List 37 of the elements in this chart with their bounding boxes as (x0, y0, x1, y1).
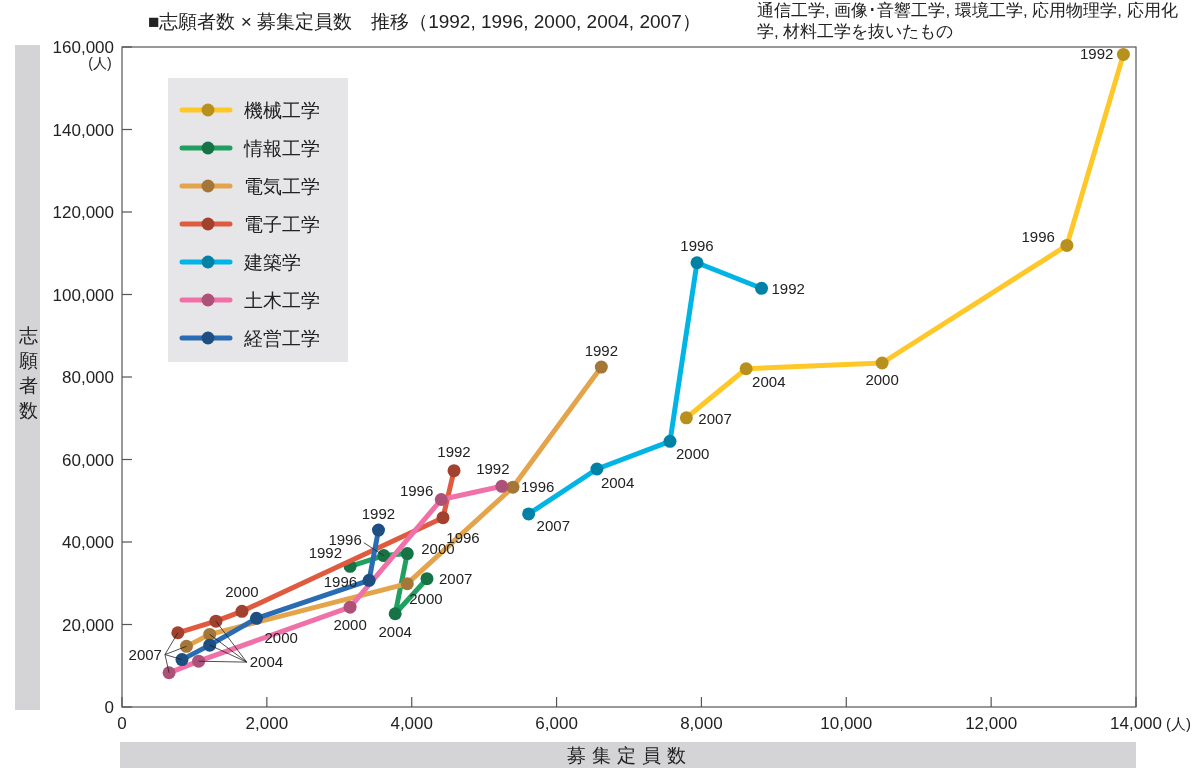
annotation: 2007 (128, 645, 162, 663)
y-tick-label: 120,000 (52, 203, 114, 222)
point (420, 572, 434, 586)
legend-label: 経営工学 (243, 328, 320, 349)
point (388, 607, 402, 621)
x-tick-label: 12,000 (965, 714, 1018, 733)
annotation: 2004 (249, 653, 284, 671)
text: (人) (88, 55, 112, 71)
y-tick-label: 40,000 (62, 533, 114, 552)
xlabel: 募集定員数 (120, 742, 1136, 768)
x-tick-label: 8,000 (680, 714, 723, 733)
text: (人) (1166, 715, 1191, 732)
legend-label: 電子工学 (244, 214, 320, 235)
chart-title: ■志願者数 × 募集定員数 推移（1992, 1996, 2000, 2004, 2007） (148, 11, 701, 32)
x-tick-label: 10,000 (820, 714, 873, 733)
legend-label: 情報工学 (243, 138, 320, 159)
legend-label: 機械工学 (244, 100, 320, 121)
y-tick-label: 0 (104, 698, 114, 717)
y-tick-label: 60,000 (62, 450, 114, 470)
y-tick-label: 160,000 (52, 38, 114, 57)
text: 通信工学, 画像･音響工学, 環境工学, 応用物理学, 応用化学, 材料工学を抜いたもの (757, 1, 1178, 41)
x-tick-label: 4,000 (390, 714, 433, 733)
y-tick-label: 140,000 (52, 120, 114, 140)
y-tick-label: 100,000 (52, 285, 114, 305)
legend-label: 電気工学 (244, 176, 320, 197)
y-tick-label: 20,000 (62, 615, 114, 635)
x-tick-label: 14,000 (1110, 714, 1162, 733)
y-axis-title: 志願者数 (18, 325, 38, 421)
ylabel: 志願者数 (15, 45, 40, 710)
x-tick-label: 0 (117, 714, 127, 733)
legend-label: 土木工学 (244, 290, 320, 311)
y-tick-label: 80,000 (62, 368, 114, 387)
point (400, 547, 414, 561)
x-tick-label: 2,000 (245, 714, 289, 733)
x-axis-title: 募集定員数 (566, 745, 692, 766)
x-tick-label: 6,000 (535, 714, 578, 733)
legend-label: 建築学 (243, 252, 301, 273)
